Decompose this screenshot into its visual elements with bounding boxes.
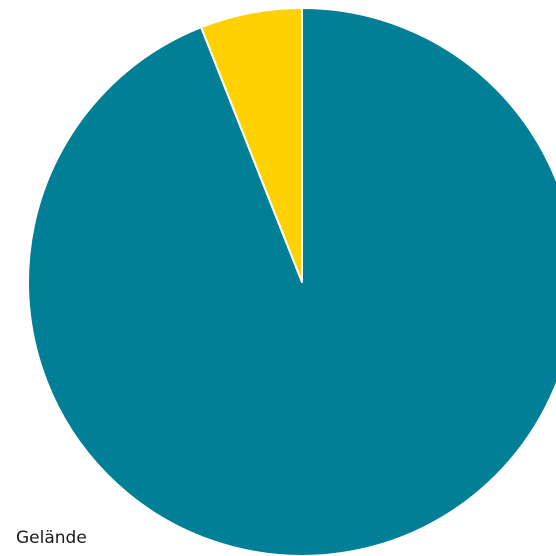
pie-slice-1 bbox=[200, 7, 303, 283]
pie-slice-0 bbox=[27, 7, 556, 556]
slice-label-gelande: Gelände bbox=[16, 528, 87, 548]
